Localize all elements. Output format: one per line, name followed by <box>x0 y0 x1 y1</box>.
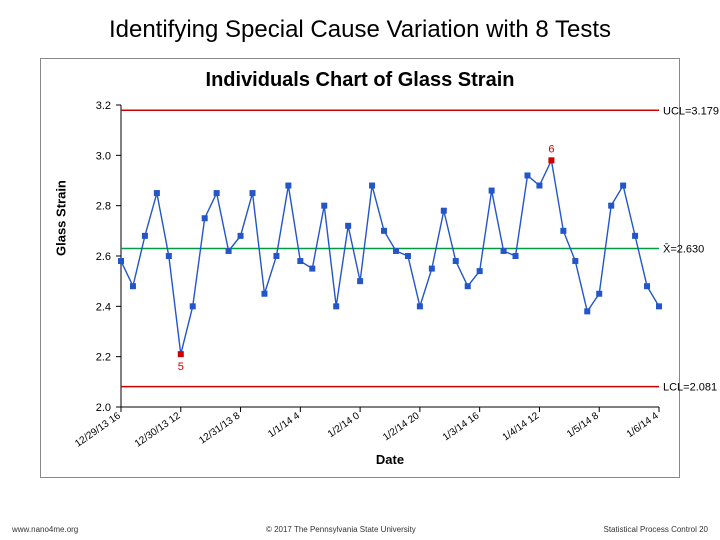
svg-text:1/3/14 16: 1/3/14 16 <box>441 410 482 443</box>
svg-text:12/30/13 12: 12/30/13 12 <box>133 410 183 450</box>
slide: Identifying Special Cause Variation with… <box>0 0 720 540</box>
footer-right: Statistical Process Control 20 <box>604 525 709 534</box>
svg-text:5: 5 <box>178 361 184 373</box>
svg-text:2.2: 2.2 <box>96 352 111 364</box>
x-axis-label: Date <box>121 452 659 467</box>
svg-text:2.4: 2.4 <box>96 301 111 313</box>
y-axis-label: Glass Strain <box>54 180 69 256</box>
footer-left: www.nano4me.org <box>12 525 78 534</box>
svg-text:1/5/14 8: 1/5/14 8 <box>565 410 601 440</box>
chart-svg: 3.23.02.82.62.42.22.012/29/13 1612/30/13… <box>121 105 659 407</box>
plot-area: Glass Strain Date 3.23.02.82.62.42.22.01… <box>121 105 659 407</box>
svg-text:6: 6 <box>548 143 554 155</box>
svg-text:2.0: 2.0 <box>96 402 111 414</box>
footer-center: © 2017 The Pennsylvania State University <box>266 525 416 534</box>
footer: www.nano4me.org © 2017 The Pennsylvania … <box>12 525 708 534</box>
chart-container: Individuals Chart of Glass Strain Glass … <box>40 58 680 478</box>
svg-text:12/31/13 8: 12/31/13 8 <box>197 410 242 446</box>
svg-text:3.0: 3.0 <box>96 150 111 162</box>
svg-text:12/29/13 16: 12/29/13 16 <box>73 410 123 450</box>
svg-text:1/1/14 4: 1/1/14 4 <box>266 410 302 440</box>
svg-text:3.2: 3.2 <box>96 100 111 112</box>
slide-title: Identifying Special Cause Variation with… <box>0 16 720 44</box>
svg-text:2.8: 2.8 <box>96 201 111 213</box>
svg-text:UCL=3.179: UCL=3.179 <box>663 105 719 117</box>
svg-text:1/2/14 20: 1/2/14 20 <box>381 410 422 443</box>
svg-text:1/4/14 12: 1/4/14 12 <box>501 410 542 443</box>
svg-text:1/6/14 4: 1/6/14 4 <box>625 410 661 440</box>
svg-text:LCL=2.081: LCL=2.081 <box>663 382 717 394</box>
svg-text:X̄=2.630: X̄=2.630 <box>663 243 704 256</box>
svg-text:1/2/14 0: 1/2/14 0 <box>326 410 362 440</box>
chart-title: Individuals Chart of Glass Strain <box>41 59 679 92</box>
svg-text:2.6: 2.6 <box>96 251 111 263</box>
